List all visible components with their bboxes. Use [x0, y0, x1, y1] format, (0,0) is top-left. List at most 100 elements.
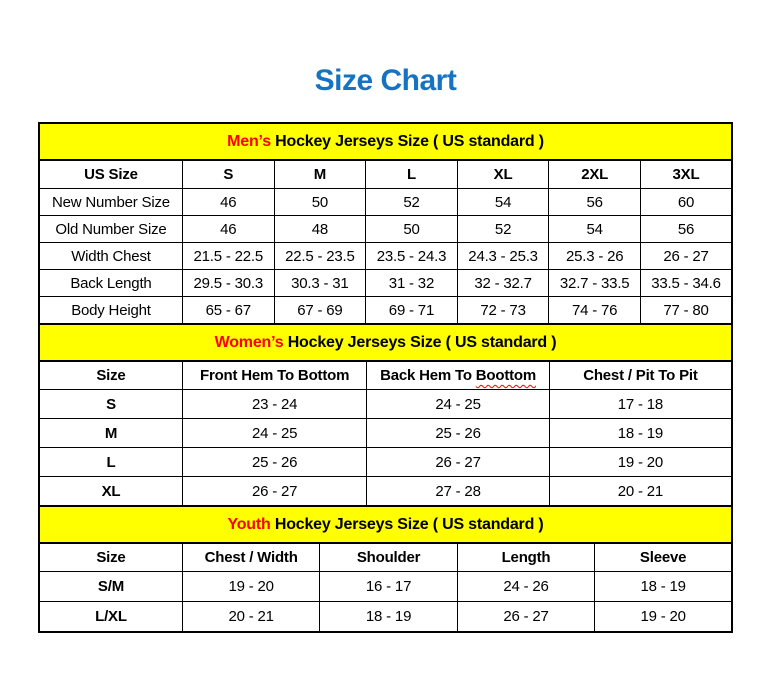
size-cell: 31 - 32 — [365, 269, 458, 297]
size-cell: 19 - 20 — [594, 601, 733, 633]
size-cell: 54 — [548, 215, 641, 243]
size-cell: 18 - 19 — [594, 571, 733, 602]
table-row: New Number Size 46 50 52 54 56 60 — [38, 188, 733, 216]
column-header: Length — [456, 542, 596, 572]
column-header: S — [181, 159, 275, 189]
size-cell: 26 - 27 — [366, 447, 550, 477]
size-cell: 18 - 19 — [319, 601, 458, 633]
size-cell: 50 — [365, 215, 458, 243]
size-cell: 50 — [273, 188, 367, 216]
youth-band-accent: Youth — [227, 516, 271, 533]
column-header: XL — [456, 159, 550, 189]
column-header: Back Hem To Boottom — [366, 360, 550, 390]
mens-section: Men’s Hockey Jerseys Size ( US standard … — [38, 122, 733, 325]
column-header: Chest / Width — [181, 542, 321, 572]
row-label: S/M — [38, 571, 183, 602]
size-cell: 24 - 25 — [181, 418, 368, 448]
size-cell: 60 — [639, 188, 733, 216]
table-row: L 25 - 26 26 - 27 19 - 20 — [38, 447, 733, 477]
size-cell: 25 - 26 — [181, 447, 368, 477]
size-cell: 67 - 69 — [273, 296, 367, 325]
column-header: L — [365, 159, 458, 189]
column-header: 2XL — [548, 159, 641, 189]
column-header: Chest / Pit To Pit — [548, 360, 733, 390]
size-cell: 54 — [456, 188, 550, 216]
row-label: Back Length — [38, 269, 183, 297]
size-cell: 48 — [273, 215, 367, 243]
size-cell: 22.5 - 23.5 — [273, 242, 367, 270]
table-row: S 23 - 24 24 - 25 17 - 18 — [38, 389, 733, 419]
size-cell: 16 - 17 — [319, 571, 458, 602]
size-cell: 24 - 26 — [456, 571, 596, 602]
womens-band: Women’s Hockey Jerseys Size ( US standar… — [38, 325, 733, 360]
mens-band-accent: Men’s — [227, 133, 271, 150]
mens-band: Men’s Hockey Jerseys Size ( US standard … — [38, 122, 733, 159]
size-cell: 17 - 18 — [548, 389, 733, 419]
youth-table: Size Chest / Width Shoulder Length Sleeve S/M… — [38, 542, 733, 633]
size-cell: 24.3 - 25.3 — [456, 242, 550, 270]
row-label: Width Chest — [38, 242, 183, 270]
size-cell: 21.5 - 22.5 — [181, 242, 275, 270]
size-cell: 18 - 19 — [548, 418, 733, 448]
womens-band-accent: Women’s — [214, 334, 284, 351]
size-cell: 25 - 26 — [366, 418, 550, 448]
mens-band-text: Hockey Jerseys Size ( US standard ) — [270, 133, 544, 150]
size-cell: 46 — [181, 215, 275, 243]
header-row: Size Chest / Width Shoulder Length Sleeve — [38, 542, 733, 572]
womens-body: S 23 - 24 24 - 25 17 - 18 M 24 - 25 25 - 26 18 … — [38, 389, 733, 507]
header-row: Size Front Hem To Bottom Back Hem To Boott… — [38, 360, 733, 390]
size-cell: 74 - 76 — [548, 296, 641, 325]
size-cell: 20 - 21 — [181, 601, 321, 633]
size-cell: 19 - 20 — [181, 571, 321, 602]
row-label: Old Number Size — [38, 215, 183, 243]
size-cell: 23 - 24 — [181, 389, 368, 419]
size-cell: 26 - 27 — [181, 476, 368, 507]
row-label: XL — [38, 476, 183, 507]
row-label: M — [38, 418, 183, 448]
size-cell: 29.5 - 30.3 — [181, 269, 275, 297]
size-cell: 27 - 28 — [366, 476, 550, 507]
size-cell: 23.5 - 24.3 — [365, 242, 458, 270]
size-cell: 32.7 - 33.5 — [548, 269, 641, 297]
column-header: Size — [38, 542, 183, 572]
size-cell: 46 — [181, 188, 275, 216]
mens-header-row-group: US Size S M L XL 2XL 3XL — [38, 159, 733, 189]
column-header: Front Hem To Bottom — [181, 360, 368, 390]
size-cell: 52 — [365, 188, 458, 216]
row-label: Body Height — [38, 296, 183, 325]
size-cell: 20 - 21 — [548, 476, 733, 507]
column-header: M — [273, 159, 367, 189]
page-title: Size Chart — [314, 64, 457, 97]
table-row: Back Length 29.5 - 30.3 30.3 - 31 31 - 32 32… — [38, 269, 733, 297]
size-cell: 56 — [639, 215, 733, 243]
size-cell: 25.3 - 26 — [548, 242, 641, 270]
womens-band-text: Hockey Jerseys Size ( US standard ) — [283, 334, 557, 351]
header-row: US Size S M L XL 2XL 3XL — [38, 159, 733, 189]
youth-section: Youth Hockey Jerseys Size ( US standard … — [38, 507, 733, 633]
table-row: M 24 - 25 25 - 26 18 - 19 — [38, 418, 733, 448]
column-header: Shoulder — [319, 542, 458, 572]
youth-body: S/M 19 - 20 16 - 17 24 - 26 18 - 19 L/XL 20 - … — [38, 571, 733, 633]
size-cell: 26 - 27 — [639, 242, 733, 270]
row-label: S — [38, 389, 183, 419]
size-cell: 19 - 20 — [548, 447, 733, 477]
table-row: Width Chest 21.5 - 22.5 22.5 - 23.5 23.5 - … — [38, 242, 733, 270]
column-header-text: Back Hem To — [380, 367, 476, 384]
size-cell: 33.5 - 34.6 — [639, 269, 733, 297]
row-label: New Number Size — [38, 188, 183, 216]
size-cell: 26 - 27 — [456, 601, 596, 633]
misspelled-word: Boottom — [475, 367, 537, 384]
table-row: XL 26 - 27 27 - 28 20 - 21 — [38, 476, 733, 507]
womens-table: Size Front Hem To Bottom Back Hem To Boott… — [38, 360, 733, 507]
size-cell: 72 - 73 — [456, 296, 550, 325]
size-cell: 32 - 32.7 — [456, 269, 550, 297]
column-header: Size — [38, 360, 183, 390]
size-cell: 65 - 67 — [181, 296, 275, 325]
size-cell: 77 - 80 — [639, 296, 733, 325]
size-cell: 24 - 25 — [366, 389, 550, 419]
table-row: Old Number Size 46 48 50 52 54 56 — [38, 215, 733, 243]
womens-section: Women’s Hockey Jerseys Size ( US standar… — [38, 325, 733, 507]
mens-body: New Number Size 46 50 52 54 56 60 Old Number Si… — [38, 188, 733, 325]
size-chart-tables: Men’s Hockey Jerseys Size ( US standard … — [38, 122, 733, 633]
